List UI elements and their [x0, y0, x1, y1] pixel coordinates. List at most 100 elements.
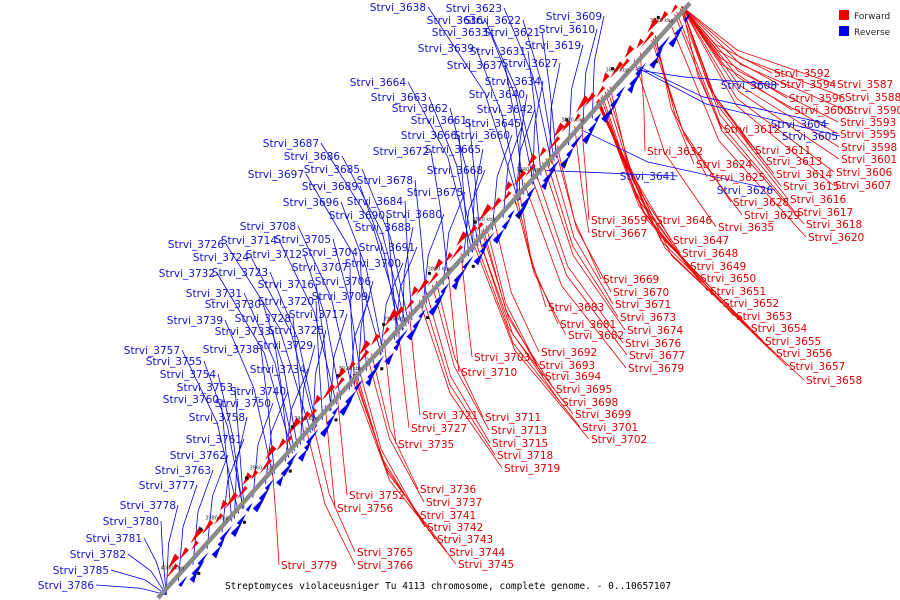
gene-label-forward[interactable]: Strvi_3681 [560, 319, 616, 331]
gene-label-forward[interactable]: Strvi_3595 [840, 129, 896, 141]
gene-label-forward[interactable]: Strvi_3670 [613, 287, 669, 299]
gene-label-forward[interactable]: Strvi_3676 [625, 338, 682, 350]
gene-label-forward[interactable]: Strvi_3703 [474, 352, 530, 364]
gene-label-forward[interactable]: Strvi_3669 [603, 274, 659, 286]
gene-label-forward[interactable]: Strvi_3594 [780, 79, 837, 91]
gene-label-forward[interactable]: Strvi_3652 [723, 298, 779, 310]
gene-label-forward[interactable]: Strvi_3742 [427, 522, 483, 534]
gene-label-reverse[interactable]: Strvi_3705 [275, 234, 331, 246]
gene-label-forward[interactable]: Strvi_3598 [841, 142, 897, 154]
gene-label-forward[interactable]: Strvi_3744 [449, 547, 506, 559]
gene-label-forward[interactable]: Strvi_3659 [591, 215, 647, 227]
gene-label-forward[interactable]: Strvi_3592 [774, 68, 830, 80]
gene-label-reverse[interactable]: Strvi_3605 [782, 131, 838, 143]
gene-label-forward[interactable]: Strvi_3658 [806, 375, 862, 387]
gene-label-reverse[interactable]: Strvi_3729 [257, 340, 313, 352]
gene-label-reverse[interactable]: Strvi_3641 [620, 171, 676, 183]
gene-label-reverse[interactable]: Strvi_3691 [359, 242, 415, 254]
gene-label-reverse[interactable]: Strvi_3663 [371, 92, 427, 104]
gene-label-reverse[interactable]: Strvi_3738 [203, 344, 259, 356]
gene-label-forward[interactable]: Strvi_3588 [845, 92, 900, 104]
gene-label-reverse[interactable]: Strvi_3762 [170, 450, 226, 462]
gene-label-forward[interactable]: Strvi_3646 [656, 215, 713, 227]
gene-label-forward[interactable]: Strvi_3671 [615, 299, 671, 311]
gene-label-reverse[interactable]: Strvi_3781 [86, 533, 142, 545]
gene-label-forward[interactable]: Strvi_3657 [789, 361, 845, 373]
gene-label-reverse[interactable]: Strvi_3661 [411, 115, 467, 127]
gene-label-forward[interactable]: Strvi_3711 [485, 412, 541, 424]
gene-label-reverse[interactable]: Strvi_3724 [193, 252, 250, 264]
gene-label-forward[interactable]: Strvi_3701 [582, 422, 638, 434]
gene-label-forward[interactable]: Strvi_3682 [568, 330, 624, 342]
gene-label-forward[interactable]: Strvi_3721 [422, 410, 478, 422]
gene-label-reverse[interactable]: Strvi_3708 [240, 221, 296, 233]
gene-label-reverse[interactable]: Strvi_3706 [315, 276, 372, 288]
gene-label-reverse[interactable]: Strvi_3619 [525, 40, 581, 52]
gene-label-reverse[interactable]: Strvi_3664 [350, 77, 407, 89]
gene-label-reverse[interactable]: Strvi_3638 [370, 2, 426, 14]
gene-label-reverse[interactable]: Strvi_3639 [418, 43, 474, 55]
gene-label-reverse[interactable]: Strvi_3734 [250, 364, 307, 376]
gene-label-forward[interactable]: Strvi_3620 [808, 232, 864, 244]
gene-label-forward[interactable]: Strvi_3656 [776, 348, 833, 360]
gene-label-forward[interactable]: Strvi_3654 [751, 323, 808, 335]
gene-label-reverse[interactable]: Strvi_3753 [177, 382, 233, 394]
gene-label-forward[interactable]: Strvi_3719 [504, 463, 560, 475]
gene-label-reverse[interactable]: Strvi_3686 [284, 151, 341, 163]
gene-label-reverse[interactable]: Strvi_3626 [717, 185, 774, 197]
gene-label-forward[interactable]: Strvi_3600 [794, 105, 850, 117]
gene-label-reverse[interactable]: Strvi_3720 [258, 296, 314, 308]
gene-label-reverse[interactable]: Strvi_3633 [432, 27, 488, 39]
gene-label-forward[interactable]: Strvi_3625 [709, 172, 765, 184]
gene-label-reverse[interactable]: Strvi_3754 [160, 369, 217, 381]
gene-label-forward[interactable]: Strvi_3677 [629, 350, 685, 362]
gene-label-forward[interactable]: Strvi_3635 [718, 222, 774, 234]
gene-label-forward[interactable]: Strvi_3673 [620, 312, 676, 324]
gene-label-forward[interactable]: Strvi_3615 [783, 181, 839, 193]
gene-label-forward[interactable]: Strvi_3632 [647, 146, 703, 158]
gene-label-reverse[interactable]: Strvi_3627 [502, 58, 558, 70]
gene-label-forward[interactable]: Strvi_3629 [744, 210, 800, 222]
gene-label-forward[interactable]: Strvi_3606 [836, 167, 893, 179]
gene-label-reverse[interactable]: Strvi_3730 [205, 299, 261, 311]
gene-label-reverse[interactable]: Strvi_3684 [347, 196, 404, 208]
gene-label-reverse[interactable]: Strvi_3780 [103, 516, 159, 528]
gene-label-reverse[interactable]: Strvi_3726 [168, 239, 225, 251]
gene-label-reverse[interactable]: Strvi_3609 [546, 11, 602, 23]
gene-label-forward[interactable]: Strvi_3624 [696, 159, 753, 171]
gene-label-forward[interactable]: Strvi_3607 [835, 180, 891, 192]
gene-label-forward[interactable]: Strvi_3779 [281, 560, 337, 572]
gene-label-reverse[interactable]: Strvi_3761 [186, 434, 242, 446]
gene-label-forward[interactable]: Strvi_3736 [420, 484, 477, 496]
gene-label-forward[interactable]: Strvi_3727 [411, 423, 467, 435]
gene-label-reverse[interactable]: Strvi_3777 [139, 480, 195, 492]
gene-label-reverse[interactable]: Strvi_3665 [425, 144, 481, 156]
gene-label-reverse[interactable]: Strvi_3712 [246, 249, 302, 261]
gene-label-forward[interactable]: Strvi_3692 [541, 347, 597, 359]
gene-label-reverse[interactable]: Strvi_3634 [485, 76, 542, 88]
gene-label-forward[interactable]: Strvi_3618 [806, 219, 862, 231]
gene-label-forward[interactable]: Strvi_3698 [562, 397, 618, 409]
gene-label-forward[interactable]: Strvi_3655 [765, 336, 821, 348]
gene-label-forward[interactable]: Strvi_3649 [690, 261, 746, 273]
gene-label-reverse[interactable]: Strvi_3725 [268, 325, 324, 337]
gene-label-forward[interactable]: Strvi_3702 [591, 434, 647, 446]
gene-label-forward[interactable]: Strvi_3650 [700, 273, 756, 285]
gene-label-reverse[interactable]: Strvi_3733 [215, 326, 271, 338]
gene-label-forward[interactable]: Strvi_3593 [840, 117, 896, 129]
gene-label-forward[interactable]: Strvi_3735 [398, 439, 454, 451]
gene-label-forward[interactable]: Strvi_3741 [420, 510, 476, 522]
gene-label-forward[interactable]: Strvi_3679 [628, 363, 684, 375]
gene-label-reverse[interactable]: Strvi_3757 [124, 345, 180, 357]
gene-label-reverse[interactable]: Strvi_3668 [427, 165, 483, 177]
gene-label-forward[interactable]: Strvi_3596 [789, 93, 846, 105]
gene-label-forward[interactable]: Strvi_3613 [766, 156, 822, 168]
gene-label-reverse[interactable]: Strvi_3660 [454, 130, 510, 142]
gene-label-reverse[interactable]: Strvi_3608 [721, 80, 777, 92]
gene-label-reverse[interactable]: Strvi_3610 [539, 24, 595, 36]
gene-label-reverse[interactable]: Strvi_3731 [186, 288, 242, 300]
gene-label-reverse[interactable]: Strvi_3675 [407, 187, 463, 199]
gene-label-forward[interactable]: Strvi_3674 [627, 325, 684, 337]
gene-label-forward[interactable]: Strvi_3743 [437, 534, 493, 546]
gene-label-reverse[interactable]: Strvi_3755 [146, 356, 202, 368]
